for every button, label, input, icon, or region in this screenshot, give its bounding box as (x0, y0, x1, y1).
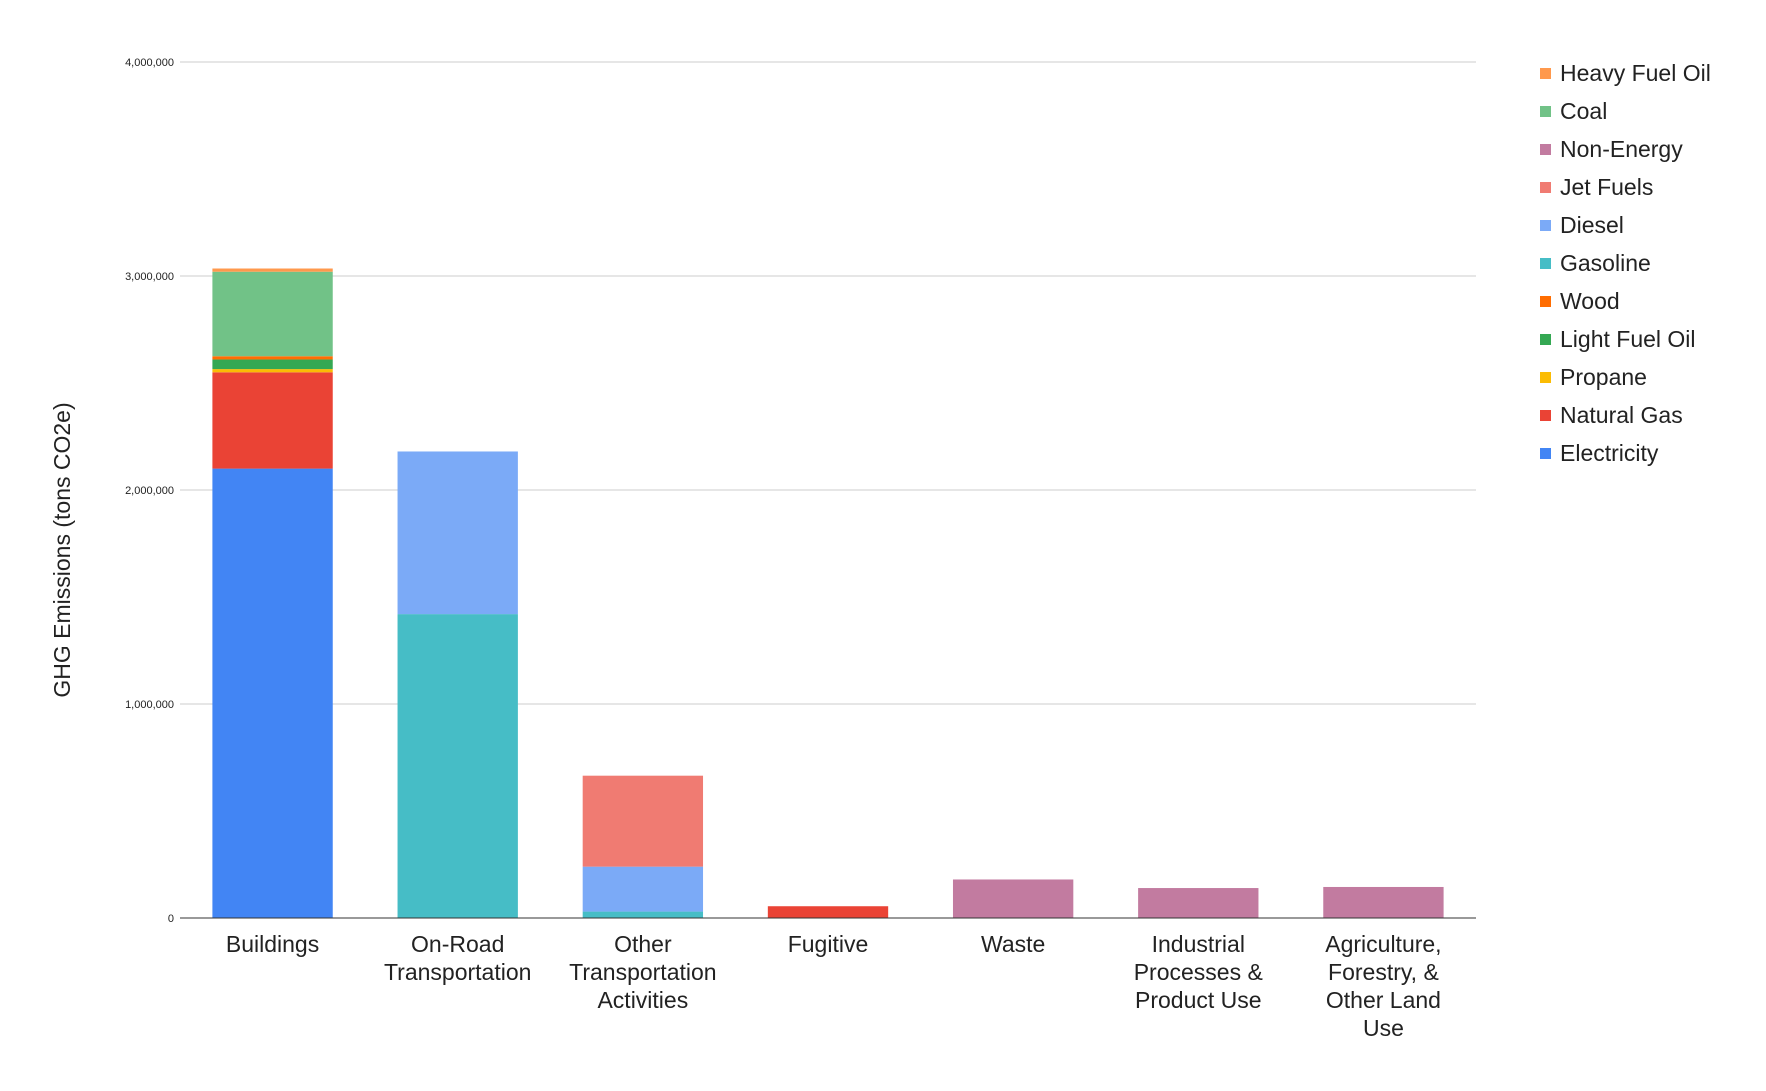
bars (212, 268, 1444, 918)
legend-swatch (1540, 333, 1551, 345)
x-tick-label: Waste (981, 931, 1045, 957)
x-tick-label-line: Fugitive (788, 931, 869, 957)
legend: Heavy Fuel Oil Coal Non-Energy Jet Fuels Die… (1540, 54, 1711, 472)
bar-segment-natural-gas (212, 372, 333, 469)
legend-label: Jet Fuels (1560, 173, 1654, 200)
bar-segment-non-energy (952, 879, 1074, 918)
legend-label: Gasoline (1560, 249, 1651, 276)
bar-segment-light-fuel-oil (212, 359, 333, 370)
legend-swatch (1540, 67, 1551, 79)
legend-swatch (1540, 295, 1551, 307)
legend-item: Wood (1540, 282, 1711, 320)
legend-label: Natural Gas (1560, 401, 1683, 428)
x-tick-label: On-Road Transportation (384, 931, 531, 985)
legend-label: Propane (1560, 363, 1647, 390)
x-tick-label-line: Other (614, 931, 672, 957)
legend-item: Jet Fuels (1540, 168, 1711, 206)
x-tick-label: Other Transportation Activities (569, 931, 716, 1013)
legend-swatch (1540, 447, 1551, 459)
legend-swatch (1540, 257, 1551, 269)
x-tick-label-line: Buildings (226, 931, 319, 957)
legend-item: Light Fuel Oil (1540, 320, 1711, 358)
y-tick-label: 0 (168, 913, 174, 925)
legend-item: Electricity (1540, 434, 1711, 472)
legend-item: Non-Energy (1540, 130, 1711, 168)
legend-item: Coal (1540, 92, 1711, 130)
legend-swatch (1540, 371, 1551, 383)
legend-item: Diesel (1540, 206, 1711, 244)
x-tick-label: Buildings (226, 931, 319, 957)
gridlines (180, 61, 1476, 705)
y-axis-title: GHG Emissions (tons CO2e) (49, 402, 75, 697)
y-tick-label: 1,000,000 (125, 699, 174, 711)
x-tick-label-line: Processes & (1134, 959, 1263, 985)
legend-item: Gasoline (1540, 244, 1711, 282)
legend-label: Non-Energy (1560, 135, 1683, 162)
x-tick-label: Fugitive (788, 931, 869, 957)
x-tick-label-line: Agriculture, (1325, 931, 1441, 957)
x-tick-label-line: Use (1363, 1015, 1404, 1041)
legend-label: Heavy Fuel Oil (1560, 59, 1711, 86)
y-tick-label: 4,000,000 (125, 57, 174, 69)
legend-swatch (1540, 409, 1551, 421)
x-tick-label: Agriculture, Forestry, & Other Land Use (1325, 931, 1441, 1041)
bar-segment-coal (212, 271, 333, 357)
axes: 0 1,000,000 2,000,000 3,000,000 4,000,000 Bui… (125, 57, 1476, 1041)
legend-swatch (1540, 219, 1551, 231)
legend-item: Propane (1540, 358, 1711, 396)
x-tick-label-line: Transportation (569, 959, 716, 985)
legend-label: Diesel (1560, 211, 1624, 238)
y-tick-label: 2,000,000 (125, 485, 174, 497)
bar-segment-propane (212, 369, 333, 373)
bar-segment-jet-fuels (582, 775, 704, 867)
legend-label: Coal (1560, 97, 1608, 124)
bar-segment-non-energy (1323, 886, 1444, 918)
legend-item: Natural Gas (1540, 396, 1711, 434)
legend-label: Electricity (1560, 439, 1659, 466)
x-tick-label-line: Activities (597, 987, 688, 1013)
bar-segment-natural-gas (767, 906, 889, 918)
x-tick-label-line: Waste (981, 931, 1045, 957)
x-tick-label-line: Other Land (1326, 987, 1441, 1013)
bar-segment-gasoline (397, 614, 518, 918)
bar-segment-non-energy (1138, 888, 1259, 918)
bar-segment-diesel (397, 451, 518, 615)
legend-swatch (1540, 105, 1551, 117)
x-tick-label-line: Forestry, & (1328, 959, 1439, 985)
legend-item: Heavy Fuel Oil (1540, 54, 1711, 92)
legend-swatch (1540, 143, 1551, 155)
x-tick-label-line: On-Road (411, 931, 504, 957)
x-tick-label-line: Transportation (384, 959, 531, 985)
bar-segment-electricity (212, 468, 333, 918)
legend-label: Light Fuel Oil (1560, 325, 1696, 352)
x-tick-label-line: Product Use (1135, 987, 1262, 1013)
bar-segment-diesel (582, 866, 704, 912)
bar-segment-gasoline (582, 911, 704, 918)
legend-swatch (1540, 181, 1551, 193)
x-tick-label-line: Industrial (1152, 931, 1245, 957)
bar-segment-heavy-fuel-oil (212, 268, 333, 272)
bar-segment-wood (212, 356, 333, 360)
y-tick-label: 3,000,000 (125, 271, 174, 283)
x-tick-label: Industrial Processes & Product Use (1134, 931, 1263, 1013)
legend-label: Wood (1560, 287, 1620, 314)
